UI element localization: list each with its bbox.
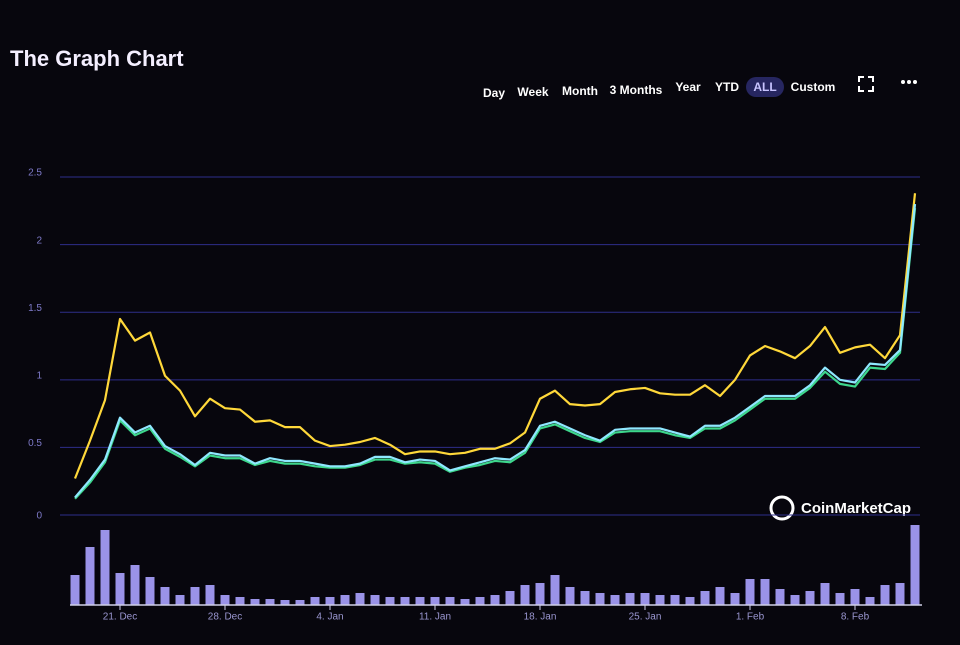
volume-bar [580,591,590,605]
range-buttons: Day Week Month 3 Months Year YTD ALL Custom [483,77,835,100]
volume-bar [625,593,635,605]
volume-bar [100,530,110,605]
volume-bar [700,591,710,605]
volume-bar [880,585,890,605]
y-tick-label: 0 [36,511,42,522]
volume-bar [850,589,860,605]
y-tick-label: 2.5 [28,168,42,179]
volume-bar [835,593,845,605]
volume-bar [385,597,395,605]
volume-bar [265,599,275,605]
volume-bar [820,583,830,605]
volume-bar [460,599,470,605]
volume-bar [280,600,290,605]
volume-bar [430,597,440,605]
volume-bar [610,595,620,605]
x-tick-label: 25. Jan [629,612,662,623]
volume-bar [250,599,260,605]
volume-bar [400,597,410,605]
x-tick-label: 28. Dec [208,612,242,623]
range-button[interactable]: Year [675,80,701,94]
x-tick-label: 4. Jan [316,612,343,623]
volume-bar [445,597,455,605]
y-tick-label: 0.5 [28,438,42,449]
volume-bar [595,593,605,605]
x-tick-label: 11. Jan [419,612,451,623]
volume-bar [670,595,680,605]
volume-bar [175,595,185,605]
watermark: CoinMarketCap [769,495,911,521]
volume-bar [310,597,320,605]
volume-bar [355,593,365,605]
volume-bar [565,587,575,605]
volume-bar [235,597,245,605]
volume-bar [130,565,140,605]
y-tick-label: 1.5 [28,303,42,314]
volume-bar [370,595,380,605]
x-tick-label: 18. Jan [524,612,557,623]
volume-bar [340,595,350,605]
menu-dot[interactable] [913,80,917,84]
range-button[interactable]: Day [483,86,505,100]
watermark-logo [769,495,795,521]
volume-bar [685,597,695,605]
volume-bar [730,593,740,605]
volume-bar [745,579,755,605]
y-tick-label: 1 [36,370,42,381]
price-line [74,203,917,499]
menu-dot[interactable] [901,80,905,84]
menu-dot[interactable] [907,80,911,84]
x-tick-label: 1. Feb [736,612,765,623]
volume-bar [865,597,875,605]
price-line [74,208,917,500]
volume-bar [715,587,725,605]
volume-bar [490,595,500,605]
volume-bar [475,597,485,605]
range-button[interactable]: 3 Months [610,83,663,97]
volume-bar [775,589,785,605]
volume-bar [85,547,95,605]
selected-button-bg [746,77,784,97]
x-tick-label: 21. Dec [103,612,137,623]
range-button[interactable]: ALL [753,80,776,94]
price-line [73,193,917,479]
volume-bar [295,600,305,605]
range-button[interactable]: Week [517,85,548,99]
volume-bar [415,597,425,605]
volume-bar [760,579,770,605]
volume-bar [325,597,335,605]
y-tick-label: 2 [36,235,42,246]
volume-bar [70,575,80,605]
range-button[interactable]: Month [562,84,598,98]
x-tick-label: 8. Feb [841,612,870,623]
volume-bar [220,595,230,605]
volume-bar [640,593,650,605]
chart-title: The Graph Chart [10,46,184,71]
range-button[interactable]: YTD [715,80,739,94]
range-button[interactable]: Custom [791,80,836,94]
volume-bar [205,585,215,605]
volume-bar [910,525,920,605]
volume-bar [655,595,665,605]
volume-bar [115,573,125,605]
volume-bar [160,587,170,605]
volume-bar [895,583,905,605]
volume-bar [550,575,560,605]
toolbar-icons [858,76,917,92]
volume-bar [505,591,515,605]
volume-bar [190,587,200,605]
volume-bar [790,595,800,605]
volume-bar [145,577,155,605]
watermark-text: CoinMarketCap [801,500,911,517]
volume-bar [805,591,815,605]
fullscreen-icon[interactable] [858,76,874,92]
volume-bar [520,585,530,605]
volume-bar [535,583,545,605]
